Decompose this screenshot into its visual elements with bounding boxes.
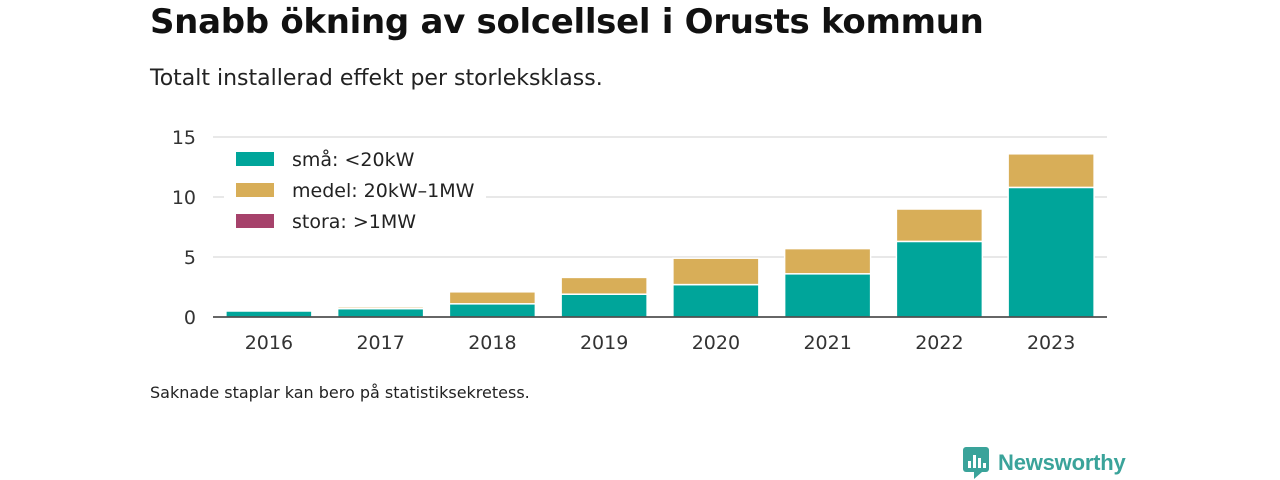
bar-segment	[783, 273, 872, 318]
x-tick-label: 2018	[468, 332, 516, 354]
newsworthy-logo-icon	[963, 447, 989, 479]
bar-segment	[895, 240, 984, 318]
legend-swatch	[236, 183, 274, 197]
x-tick-label: 2023	[1027, 332, 1075, 354]
bar-segment	[560, 276, 648, 295]
y-tick-label: 0	[184, 307, 196, 329]
legend-label: stora: >1MW	[292, 211, 416, 233]
y-tick-label: 15	[172, 127, 196, 149]
x-tick-label: 2017	[356, 332, 404, 354]
bar-segment	[336, 307, 425, 318]
footnote: Saknade staplar kan bero på statistiksek…	[150, 383, 530, 402]
x-tick-label: 2021	[803, 332, 851, 354]
legend-swatch	[236, 152, 274, 166]
bar-segment	[895, 208, 984, 243]
bar-segment	[1007, 186, 1095, 318]
legend-swatch	[236, 214, 274, 228]
chart-title: Snabb ökning av solcellsel i Orusts komm…	[150, 2, 984, 42]
bar-segment	[336, 306, 425, 310]
bar-segment	[225, 310, 313, 318]
x-tick-label: 2016	[245, 332, 293, 354]
bar-segment	[672, 257, 760, 286]
brand-logo: Newsworthy	[962, 446, 1126, 480]
bar-segment	[560, 293, 648, 318]
legend-label: medel: 20kW–1MW	[292, 180, 475, 202]
bar-segment	[1007, 153, 1095, 189]
y-tick-label: 5	[184, 247, 196, 269]
bar-segment	[672, 283, 760, 318]
bar-segment	[783, 247, 872, 275]
bar-segment	[448, 303, 537, 318]
bar-segment	[448, 291, 537, 305]
chart-subtitle: Totalt installerad effekt per storlekskl…	[150, 66, 603, 91]
legend-label: små: <20kW	[292, 148, 415, 171]
y-tick-label: 10	[172, 187, 196, 209]
stacked-bar-chart: 0 5 10 15 2016 2017 2018 2019 2020 2021 2022 2023 sm…	[172, 127, 1107, 354]
x-tick-label: 2020	[692, 332, 740, 354]
x-tick-label: 2019	[580, 332, 628, 354]
brand-name: Newsworthy	[998, 450, 1126, 475]
x-tick-label: 2022	[915, 332, 963, 354]
